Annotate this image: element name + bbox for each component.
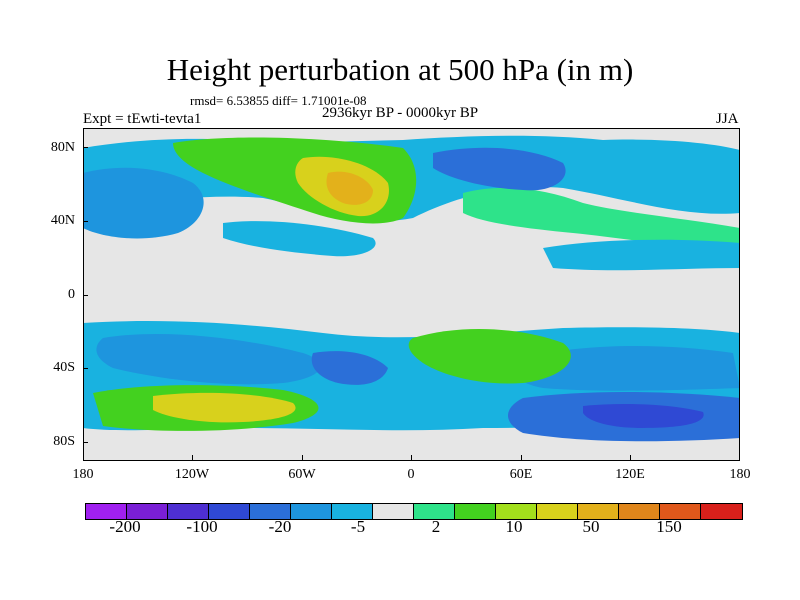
colorbar-swatch: [209, 504, 250, 519]
field-eurasia-green: [463, 187, 740, 253]
field-antarctic-blue-core: [583, 404, 704, 428]
lon-label: 60E: [509, 467, 533, 482]
lat-label: 80N: [50, 140, 75, 155]
field-tropic-band-light: [223, 221, 376, 257]
colorbar-swatch: [701, 504, 742, 519]
lon-tick: [192, 455, 193, 460]
colorbar-label: -100: [186, 517, 218, 536]
colorbar-label: -200: [109, 517, 141, 536]
colorbar-swatch: [291, 504, 332, 519]
colorbar-label: -5: [350, 517, 366, 536]
experiment-label: Expt = tEwti-tevta1: [83, 111, 202, 127]
lon-tick: [411, 455, 412, 460]
colorbar-swatch: [127, 504, 168, 519]
lon-label: 120E: [615, 467, 645, 482]
colorbar-swatch: [455, 504, 496, 519]
rmsd-diff-stats: rmsd= 6.53855 diff= 1.71001e-08: [190, 93, 367, 108]
field-siberia-blue: [433, 147, 566, 191]
colorbar-swatch: [660, 504, 701, 519]
field-south-indian-blue: [514, 346, 740, 391]
colorbar-label: 150: [656, 517, 682, 536]
lat-label: 40N: [50, 213, 75, 228]
colorbar-swatch: [373, 504, 414, 519]
lon-tick: [302, 455, 303, 460]
colorbar-swatch: [537, 504, 578, 519]
lat-label: 40S: [53, 360, 75, 375]
field-greenland-orange: [326, 171, 373, 205]
field-south-pacific-blue: [96, 333, 321, 385]
colorbar-label: 50: [582, 517, 600, 536]
colorbar-swatch: [332, 504, 373, 519]
colorbar-swatch: [619, 504, 660, 519]
colorbar-label: 10: [505, 517, 523, 536]
lat-label: 0: [68, 287, 75, 302]
lon-label: 60W: [288, 467, 316, 482]
lon-label: 0: [407, 467, 415, 482]
lon-tick: [630, 455, 631, 460]
lon-tick: [521, 455, 522, 460]
colorbar-swatch: [86, 504, 127, 519]
colorbar-swatch: [496, 504, 537, 519]
colorbar-swatch: [578, 504, 619, 519]
colorbar-swatch: [250, 504, 291, 519]
colorbar-label: 2: [431, 517, 441, 536]
colorbar-swatch: [414, 504, 455, 519]
field-npacific-blue: [83, 167, 204, 239]
field-south-atlantic-green: [408, 328, 571, 384]
field-south-pacific-yellow: [153, 392, 296, 423]
colorbar: [85, 503, 743, 520]
period-label: 2936kyr BP - 0000kyr BP: [321, 105, 479, 121]
colorbar-swatch: [168, 504, 209, 519]
height-perturbation-map: [83, 128, 740, 461]
lat-tick: [83, 221, 88, 222]
lon-label: 180: [729, 467, 751, 482]
field-asia-band-light: [543, 239, 740, 271]
field-s-amer-blue: [311, 351, 388, 385]
map-field-svg: [83, 135, 740, 442]
season-label: JJA: [716, 111, 739, 127]
map-frame: [83, 128, 740, 461]
colorbar-label: -20: [268, 517, 292, 536]
lon-label: 120W: [174, 467, 210, 482]
lat-label: 80S: [53, 434, 75, 449]
lat-tick: [83, 147, 88, 148]
lat-tick: [83, 368, 88, 369]
lon-label: 180: [72, 467, 94, 482]
lat-tick: [83, 442, 88, 443]
lat-tick: [83, 295, 88, 296]
plot-title: Height perturbation at 500 hPa (in m): [166, 52, 634, 87]
